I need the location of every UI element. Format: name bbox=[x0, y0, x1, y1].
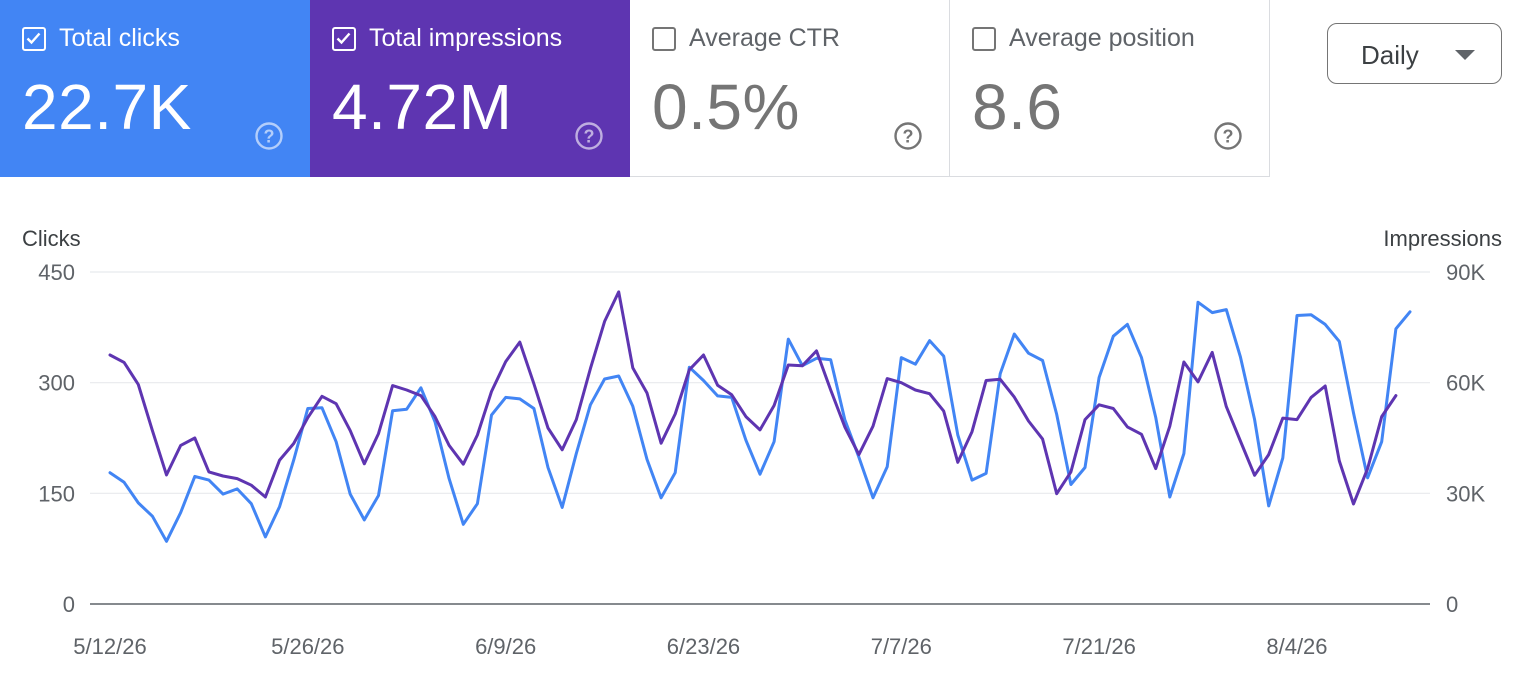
x-tick-label: 7/7/26 bbox=[871, 634, 932, 659]
svg-text:?: ? bbox=[264, 127, 275, 147]
series-lines bbox=[108, 290, 1412, 543]
x-tick-label: 6/23/26 bbox=[667, 634, 740, 659]
clicks-series-line bbox=[108, 300, 1412, 543]
card-value: 22.7K bbox=[22, 71, 192, 143]
svg-text:?: ? bbox=[903, 127, 914, 147]
card-value: 0.5% bbox=[652, 71, 800, 143]
total-impressions-card[interactable]: Total impressions 4.72M ? bbox=[310, 0, 630, 177]
x-tick-label: 8/4/26 bbox=[1266, 634, 1327, 659]
checkbox-unchecked-icon[interactable] bbox=[972, 26, 996, 51]
average-position-card[interactable]: Average position 8.6 ? bbox=[950, 0, 1270, 177]
right-tick-label: 0 bbox=[1446, 592, 1458, 617]
checkbox-checked-icon[interactable] bbox=[22, 26, 46, 51]
x-tick-label: 5/26/26 bbox=[271, 634, 344, 659]
checkbox-unchecked-icon[interactable] bbox=[652, 26, 676, 51]
svg-text:?: ? bbox=[584, 127, 595, 147]
left-tick-label: 450 bbox=[38, 260, 75, 285]
average-ctr-card[interactable]: Average CTR 0.5% ? bbox=[630, 0, 950, 177]
performance-chart: Clicks Impressions 0 150 300 450 0 30K 60K 90K… bbox=[22, 226, 1502, 659]
x-axis-ticks: 5/12/26 5/26/26 6/9/26 6/23/26 7/7/26 7/21/26… bbox=[73, 634, 1327, 659]
left-tick-label: 0 bbox=[63, 592, 75, 617]
left-axis-ticks: 0 150 300 450 bbox=[38, 260, 75, 617]
dropdown-label: Daily bbox=[1361, 40, 1419, 70]
left-axis-title: Clicks bbox=[22, 226, 81, 251]
checkbox-checked-icon[interactable] bbox=[332, 26, 356, 51]
card-header: Total impressions bbox=[332, 24, 562, 53]
help-icon[interactable]: ? bbox=[893, 121, 923, 151]
card-header: Total clicks bbox=[22, 24, 180, 53]
card-label: Average position bbox=[1009, 24, 1195, 52]
card-label: Total impressions bbox=[369, 24, 563, 52]
x-tick-label: 5/12/26 bbox=[73, 634, 146, 659]
card-label: Average CTR bbox=[689, 24, 840, 52]
x-tick-label: 7/21/26 bbox=[1062, 634, 1135, 659]
help-icon[interactable]: ? bbox=[1213, 121, 1243, 151]
impressions-series-line bbox=[108, 290, 1398, 506]
card-header: Average CTR bbox=[652, 24, 840, 53]
card-value: 4.72M bbox=[332, 71, 513, 143]
right-tick-label: 90K bbox=[1446, 260, 1485, 285]
right-axis-title: Impressions bbox=[1383, 226, 1502, 251]
card-label: Total clicks bbox=[59, 24, 180, 52]
metric-cards: Total clicks 22.7K ? Total impressions 4… bbox=[0, 0, 1270, 177]
left-tick-label: 300 bbox=[38, 371, 75, 396]
caret-down-icon bbox=[1455, 50, 1475, 60]
help-icon[interactable]: ? bbox=[254, 121, 284, 151]
right-tick-label: 30K bbox=[1446, 481, 1485, 506]
right-tick-label: 60K bbox=[1446, 371, 1485, 396]
svg-text:?: ? bbox=[1223, 127, 1234, 147]
grid-lines bbox=[90, 271, 1430, 605]
x-tick-label: 6/9/26 bbox=[475, 634, 536, 659]
card-value: 8.6 bbox=[972, 71, 1063, 143]
left-tick-label: 150 bbox=[38, 481, 75, 506]
help-icon[interactable]: ? bbox=[574, 121, 604, 151]
interval-dropdown[interactable]: Daily bbox=[1327, 23, 1502, 84]
total-clicks-card[interactable]: Total clicks 22.7K ? bbox=[0, 0, 310, 177]
right-axis-ticks: 0 30K 60K 90K bbox=[1446, 260, 1485, 617]
card-header: Average position bbox=[972, 24, 1195, 53]
